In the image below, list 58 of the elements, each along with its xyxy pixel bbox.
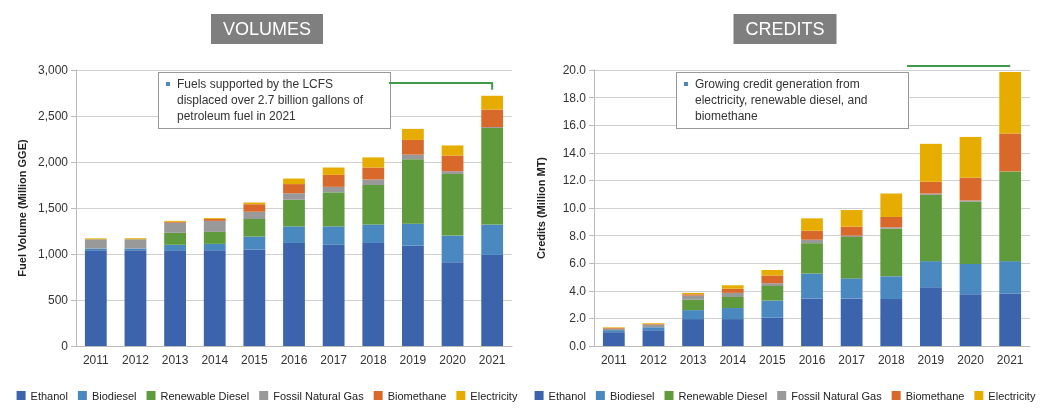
y-tick-label: 12.0 <box>562 173 587 188</box>
x-tick-label: 2016 <box>798 353 826 367</box>
legend-label: Renewable Diesel <box>160 389 250 402</box>
x-tick-label: 2011 <box>600 353 628 367</box>
y-tick-label: 1,500 <box>37 201 69 215</box>
x-tick-label: 2021 <box>996 353 1024 367</box>
x-tick-label: 2017 <box>320 353 348 367</box>
legend-label: Biomethane <box>905 389 965 402</box>
chart-title: CREDITS <box>745 19 825 39</box>
y-tick-label: 6.0 <box>569 256 587 271</box>
legend-label: Electricity <box>988 389 1036 402</box>
legend-label: Fossil Natural Gas <box>273 389 365 402</box>
y-tick-label: 16.0 <box>562 118 587 133</box>
legend-label: Biomethane <box>387 389 447 402</box>
x-tick-label: 2012 <box>640 353 668 367</box>
y-tick-label: 2,500 <box>37 109 69 123</box>
y-tick-label: 18.0 <box>562 90 587 105</box>
x-tick-label: 2020 <box>439 353 467 367</box>
y-tick-label: 10.0 <box>562 201 587 215</box>
x-tick-label: 2013 <box>161 353 189 367</box>
legend-label: Electricity <box>470 389 518 402</box>
x-tick-label: 2020 <box>957 353 985 367</box>
x-tick-label: 2015 <box>759 353 787 367</box>
x-tick-label: 2018 <box>359 353 387 367</box>
chart-title: VOLUMES <box>222 19 312 39</box>
x-tick-label: 2013 <box>679 353 707 367</box>
y-tick-label: 0 <box>61 339 69 353</box>
legend-label: Fossil Natural Gas <box>791 389 883 402</box>
y-tick-label: 1,000 <box>37 247 69 261</box>
y-tick-label: 14.0 <box>562 145 587 160</box>
y-tick-label: 20.0 <box>562 63 587 77</box>
x-tick-label: 2019 <box>399 353 427 367</box>
x-tick-label: 2018 <box>877 353 905 367</box>
legend-label: Renewable Diesel <box>678 389 768 402</box>
note-box: Growing credit generation from electricity, renewable diesel, and biomethane <box>676 72 909 129</box>
x-tick-label: 2011 <box>82 353 110 367</box>
legend-label: Biodiesel <box>609 389 655 402</box>
legend-label: Ethanol <box>30 389 68 402</box>
x-tick-label: 2015 <box>241 353 269 367</box>
x-tick-label: 2021 <box>478 353 506 367</box>
legend-label: Biodiesel <box>91 389 137 402</box>
note-box: Fuels supported by the LCFS displaced over 2.7 billion gallons of petroleum fuel in 2021 <box>158 72 391 129</box>
y-tick-label: 3,000 <box>37 63 69 77</box>
y-axis-title: Fuel Volume (Million GGE) <box>15 139 28 277</box>
y-tick-label: 2,000 <box>37 155 69 169</box>
x-tick-label: 2012 <box>122 353 150 367</box>
y-tick-label: 4.0 <box>569 283 587 298</box>
y-tick-label: 500 <box>47 293 69 307</box>
y-axis-title: Credits (Million MT) <box>534 156 547 260</box>
y-tick-label: 8.0 <box>569 228 587 243</box>
x-tick-label: 2014 <box>719 353 747 367</box>
x-tick-label: 2019 <box>917 353 945 367</box>
legend-label: Ethanol <box>548 389 586 402</box>
x-tick-label: 2016 <box>280 353 308 367</box>
x-tick-label: 2014 <box>201 353 229 367</box>
x-tick-label: 2017 <box>838 353 866 367</box>
y-tick-label: 2.0 <box>569 311 587 326</box>
y-tick-label: 0.0 <box>569 339 587 353</box>
